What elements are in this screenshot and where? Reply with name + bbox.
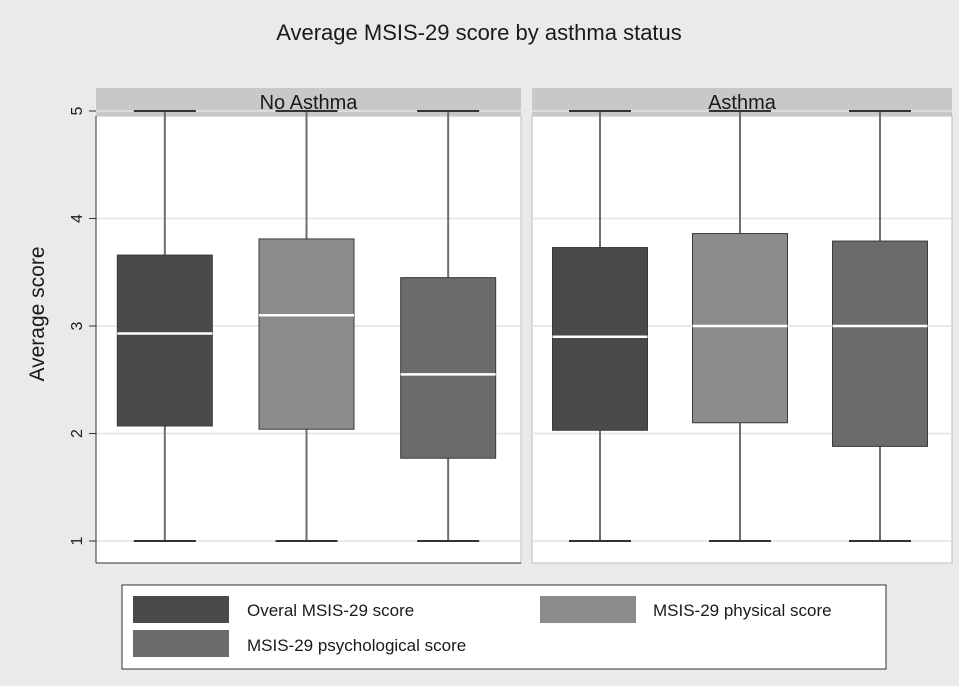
box [552, 247, 648, 431]
legend-swatch [133, 596, 229, 623]
y-tick-label: 2 [69, 429, 86, 438]
y-tick-label: 5 [69, 106, 86, 115]
box [116, 254, 213, 427]
box-plot [552, 110, 648, 542]
box-plot [116, 110, 213, 542]
y-tick-label: 3 [69, 321, 86, 330]
box-plot [400, 110, 497, 542]
legend-label: Overal MSIS-29 score [247, 601, 414, 620]
box [692, 233, 788, 424]
chart-title: Average MSIS-29 score by asthma status [276, 20, 682, 45]
legend: Overal MSIS-29 score MSIS-29 physical sco… [121, 584, 887, 670]
y-axis-label: Average score [26, 246, 49, 381]
box-plot [832, 110, 928, 542]
panels: 1 2 3 4 5 No Asthma Asthma [69, 88, 953, 564]
box [400, 277, 497, 459]
y-tick-label: 4 [69, 214, 86, 223]
box-plot [258, 110, 355, 542]
box [832, 240, 928, 447]
panel-label: No Asthma [260, 92, 359, 114]
legend-swatch [133, 630, 229, 657]
legend-label: MSIS-29 psychological score [247, 636, 466, 655]
panel: No Asthma [95, 88, 522, 564]
y-tick-label: 1 [69, 536, 86, 545]
panel: Asthma [531, 88, 953, 564]
legend-swatch [540, 596, 636, 623]
legend-label: MSIS-29 physical score [653, 601, 832, 620]
legend-box [121, 584, 887, 670]
box [258, 238, 355, 430]
box-plot [692, 110, 788, 542]
panel-label: Asthma [708, 92, 777, 114]
